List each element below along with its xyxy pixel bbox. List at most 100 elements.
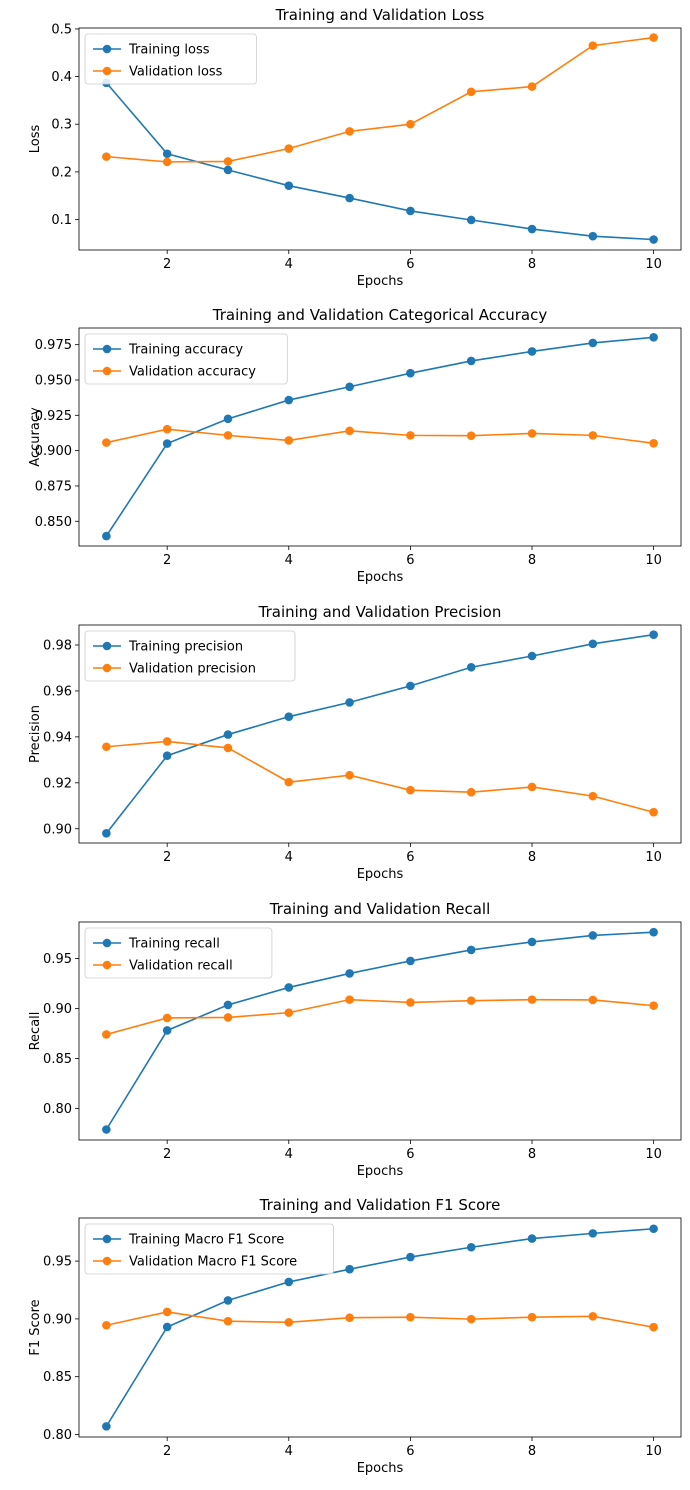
chart-panel-4: Training and Validation Recall 2 4 6 8 10 0.80… [28,900,682,1179]
data-point [223,414,233,424]
chart-title: Training and Validation Precision [258,603,502,621]
legend-label: Training accuracy [128,343,243,358]
data-point [223,431,233,440]
y-axis-label: Recall [28,1012,43,1051]
y-tick-label: 0.80 [43,1428,72,1443]
data-point [649,630,658,639]
legend-label: Training precision [128,640,243,655]
data-point [162,737,172,746]
y-tick-label: 0.4 [51,70,72,85]
data-point [162,1013,172,1023]
y-tick-label: 0.95 [43,952,72,967]
data-point [527,782,537,792]
data-point [102,152,111,161]
x-axis-label: Epochs [357,570,404,585]
data-point [527,347,537,356]
chart-title: Training and Validation Recall [269,900,491,918]
data-point [284,181,294,190]
y-axis-label: Precision [28,705,43,763]
legend-box [84,927,273,979]
legend-marker [102,960,112,970]
legend-label: Training recall [128,937,220,952]
data-point [162,149,172,159]
legend-marker [102,344,112,354]
legend-marker [102,663,112,673]
series-2 [102,33,658,167]
data-point [345,995,354,1004]
series-line [106,998,654,1036]
y-tick-label: 0.85 [43,1052,72,1067]
legend-box [84,630,296,682]
x-tick-label: 2 [163,1444,171,1459]
data-point [527,224,537,234]
data-point [284,144,294,153]
legend: Training recall Validation recall [84,927,273,979]
chart-panel-3: Training and Validation Precision 2 4 6 8 10 0… [28,603,682,882]
x-tick-label: 8 [528,1147,536,1162]
data-point [406,956,415,966]
x-axis-label: Epochs [357,1461,404,1476]
plot-frame [78,624,682,844]
plot-frame [78,327,682,547]
data-point [102,531,111,541]
data-point [284,777,294,787]
data-point [345,1313,354,1323]
data-point [588,41,598,50]
chart-title: Training and Validation Loss [275,6,485,24]
y-tick-label: 0.900 [35,444,72,459]
data-point [345,127,354,136]
data-point [649,1322,658,1332]
y-tick-label: 0.1 [51,213,72,228]
plot-frame [78,1217,682,1438]
data-point [588,431,598,440]
data-point [649,1001,658,1010]
data-point [649,235,658,244]
series-line [106,36,654,163]
data-point [284,983,294,992]
series-1 [102,1224,658,1431]
data-point [102,742,111,752]
legend-marker [102,66,112,76]
data-point [223,165,233,175]
chart-title: Training and Validation F1 Score [259,1196,501,1214]
data-point [588,931,598,940]
data-point [162,424,172,434]
data-point [466,1314,476,1324]
data-point [102,438,111,447]
x-tick-label: 6 [406,1147,414,1162]
x-axis-label: Epochs [357,1164,404,1179]
data-point [102,1422,111,1431]
x-tick-label: 2 [163,257,171,272]
legend-marker [102,1256,112,1266]
data-point [162,439,172,448]
data-point [345,969,354,978]
data-point [162,1307,172,1317]
x-tick-label: 2 [163,1147,171,1162]
data-point [527,995,537,1004]
data-point [406,785,415,795]
data-point [223,157,233,166]
data-point [345,1264,354,1274]
x-tick-label: 4 [285,1147,293,1162]
data-point [284,1008,294,1017]
legend-label: Validation accuracy [129,365,256,380]
data-point [649,438,658,448]
data-point [162,751,172,761]
data-point [466,945,476,955]
data-point [406,206,415,216]
x-tick-label: 4 [285,1444,293,1459]
data-point [162,1026,172,1035]
data-point [588,231,598,241]
x-tick-label: 6 [406,1444,414,1459]
data-point [406,1312,415,1322]
series-2 [102,424,658,448]
data-point [345,698,354,707]
data-point [466,87,476,97]
data-point [162,1322,172,1332]
data-point [345,382,354,392]
y-tick-label: 0.90 [43,1312,72,1327]
data-point [527,937,537,947]
y-tick-label: 0.850 [35,515,72,530]
data-point [466,356,476,366]
